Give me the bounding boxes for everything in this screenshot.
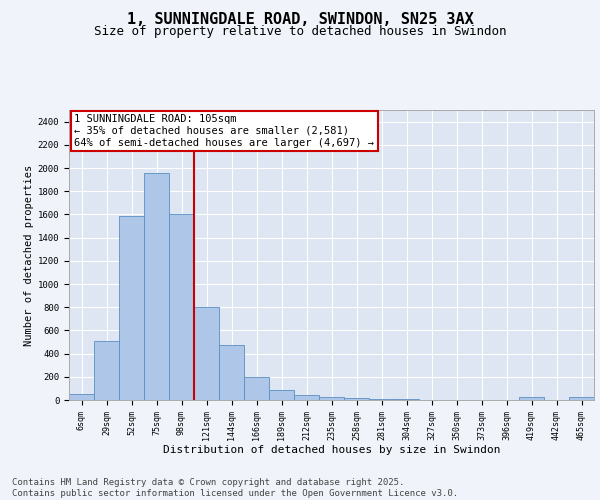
Bar bbox=[269, 390, 294, 400]
Bar bbox=[169, 214, 194, 400]
Bar bbox=[319, 396, 344, 400]
Bar bbox=[144, 172, 169, 400]
Y-axis label: Number of detached properties: Number of detached properties bbox=[23, 164, 34, 346]
Bar bbox=[219, 346, 244, 400]
Bar bbox=[344, 398, 369, 400]
Bar bbox=[194, 307, 219, 400]
Text: 1 SUNNINGDALE ROAD: 105sqm
← 35% of detached houses are smaller (2,581)
64% of s: 1 SUNNINGDALE ROAD: 105sqm ← 35% of deta… bbox=[74, 114, 374, 148]
Bar bbox=[369, 399, 394, 400]
Bar bbox=[119, 216, 144, 400]
Bar bbox=[244, 378, 269, 400]
Bar bbox=[519, 397, 544, 400]
Text: Contains HM Land Registry data © Crown copyright and database right 2025.
Contai: Contains HM Land Registry data © Crown c… bbox=[12, 478, 458, 498]
Text: Size of property relative to detached houses in Swindon: Size of property relative to detached ho… bbox=[94, 25, 506, 38]
Bar bbox=[294, 396, 319, 400]
X-axis label: Distribution of detached houses by size in Swindon: Distribution of detached houses by size … bbox=[163, 446, 500, 456]
Bar bbox=[569, 397, 594, 400]
Bar bbox=[69, 394, 94, 400]
Bar bbox=[94, 341, 119, 400]
Text: 1, SUNNINGDALE ROAD, SWINDON, SN25 3AX: 1, SUNNINGDALE ROAD, SWINDON, SN25 3AX bbox=[127, 12, 473, 28]
